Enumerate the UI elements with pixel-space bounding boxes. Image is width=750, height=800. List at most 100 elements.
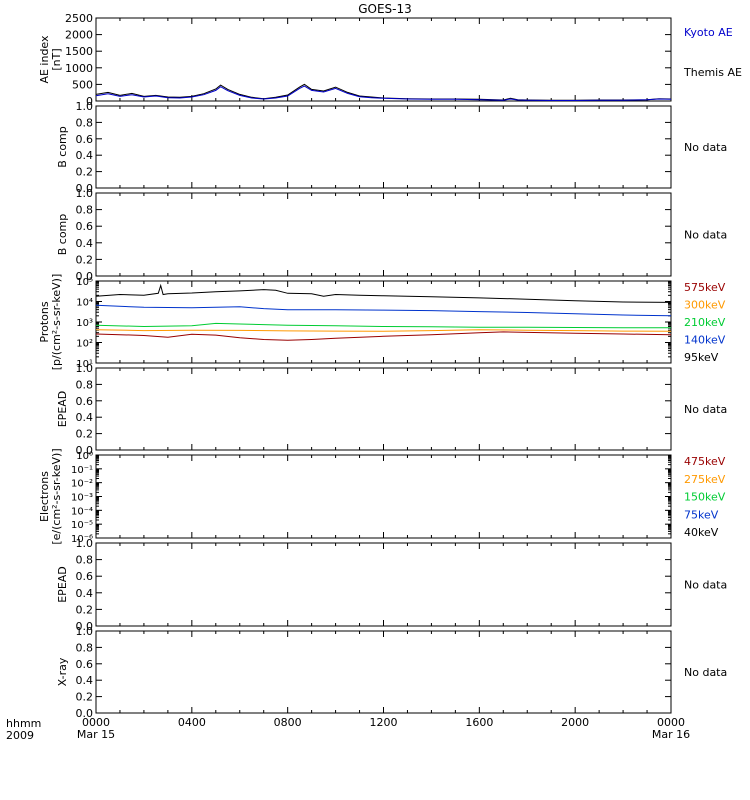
epead2-right-label: No data — [684, 579, 727, 592]
epead2-frame — [95, 542, 672, 627]
electrons-ytick-label: 10⁻⁶ — [71, 534, 93, 545]
protons-ytick-label: 10² — [76, 339, 93, 350]
epead2-ytick-label: 1.0 — [76, 537, 94, 550]
epead2-ytick-label: 0.0 — [76, 620, 94, 633]
electrons-right-label: 275keV — [684, 473, 726, 486]
bcomp2-ylabel: B comp — [56, 214, 69, 256]
ae-series-kyoto-ae — [95, 85, 672, 101]
epead1-ytick-label: 0.6 — [76, 395, 94, 408]
electrons-right-label: 40keV — [684, 526, 719, 539]
electrons-ytick-label: 10⁻¹ — [71, 465, 93, 476]
epead2-ytick-label: 0.4 — [76, 587, 94, 600]
ae-ytick-label: 0 — [86, 95, 93, 108]
epead1-ytick-label: 0.2 — [76, 428, 94, 441]
bcomp2-frame — [95, 192, 672, 277]
xray-ytick-label: 0.0 — [76, 707, 94, 720]
protons-ytick-label: 10¹ — [76, 359, 93, 370]
bcomp2-right-label: No data — [684, 229, 727, 242]
bcomp1-ytick-label: 1.0 — [76, 100, 94, 113]
epead2-ytick-label: 0.2 — [76, 603, 94, 616]
xray-ytick-label: 1.0 — [76, 625, 94, 638]
xray-ytick-label: 0.8 — [76, 641, 94, 654]
ae-frame — [95, 17, 672, 102]
xray-ytick-label: 0.4 — [76, 674, 94, 687]
xray-ytick-label: 0.6 — [76, 658, 94, 671]
electrons-frame — [95, 454, 672, 539]
electrons-ylabel: [e/(cm²-s-sr-keV)] — [50, 448, 63, 544]
electrons-ytick-label: 10⁻⁵ — [71, 520, 93, 531]
epead2-ytick-label: 0.8 — [76, 554, 94, 567]
protons-series-210kev — [95, 322, 672, 329]
electrons-right-label: 150keV — [684, 491, 726, 504]
protons-right-label: 575keV — [684, 281, 726, 294]
xray-ylabel: X-ray — [56, 657, 69, 686]
time-tick-label: 0000 — [82, 716, 110, 729]
protons-ytick-label: 10⁴ — [76, 298, 93, 309]
epead1-ytick-label: 0.0 — [76, 444, 94, 457]
ae-ytick-label: 500 — [72, 78, 93, 91]
time-tick-label: 1200 — [370, 716, 398, 729]
panel-bcomp1: 0.0 0.2 0.4 0.6 0.8 1.0 B comp No data — [56, 100, 727, 195]
ae-ylabel: AE index — [38, 35, 51, 84]
bcomp1-frame — [95, 105, 672, 189]
electrons-ytick-label: 10⁻³ — [71, 493, 93, 504]
time-axis-row2-label: 2009 — [6, 729, 34, 742]
protons-ylabel: [p/(cm²-s-sr-keV)] — [50, 274, 63, 371]
bcomp2-ytick-label: 1.0 — [76, 187, 94, 200]
panel-bcomp2: 0.0 0.2 0.4 0.6 0.8 1.0 B comp No data — [56, 187, 727, 283]
electrons-ytick-label: 10⁻² — [71, 479, 93, 490]
bcomp2-ytick-label: 0.8 — [76, 204, 94, 217]
epead1-frame — [95, 367, 672, 451]
panel-ae: 0 500 1000 1500 2000 2500 AE index [nT] Kyoto AE… — [38, 12, 742, 108]
protons-ytick-label: 10⁵ — [76, 277, 93, 288]
epead1-ytick-label: 0.8 — [76, 378, 94, 391]
bcomp1-ylabel: B comp — [56, 126, 69, 168]
epead2-ylabel: EPEAD — [56, 566, 69, 603]
epead1-ytick-label: 0.4 — [76, 411, 94, 424]
bcomp1-ytick-label: 0.4 — [76, 149, 94, 162]
ae-ylabel: [nT] — [50, 48, 63, 70]
epead2-ytick-label: 0.6 — [76, 570, 94, 583]
xray-ytick-label: 0.2 — [76, 691, 94, 704]
bcomp1-ytick-label: 0.2 — [76, 166, 94, 179]
protons-ylabel: Protons — [38, 301, 51, 342]
time-tick-label: 0400 — [178, 716, 206, 729]
ae-right-label: Themis AE — [683, 66, 742, 79]
protons-right-label: 210keV — [684, 316, 726, 329]
panels: 0 500 1000 1500 2000 2500 AE index [nT] Kyoto AE… — [38, 12, 742, 720]
ae-ytick-label: 2000 — [65, 29, 93, 42]
epead1-ytick-label: 1.0 — [76, 362, 94, 375]
bcomp1-right-label: No data — [684, 141, 727, 154]
bcomp1-ytick-label: 0.6 — [76, 133, 94, 146]
date-label: Mar 15 — [77, 728, 115, 741]
time-axis-row1-label: hhmm — [6, 717, 41, 730]
xray-right-label: No data — [684, 666, 727, 679]
protons-series-95kev — [95, 283, 672, 303]
time-tick-label: 0000 — [657, 716, 685, 729]
ae-right-label: Kyoto AE — [684, 26, 733, 39]
protons-right-label: 140keV — [684, 334, 726, 347]
bcomp1-ytick-label: 0.8 — [76, 116, 94, 129]
time-tick-label: 0800 — [274, 716, 302, 729]
time-tick-label: 1600 — [465, 716, 493, 729]
bcomp2-ytick-label: 0.2 — [76, 253, 94, 266]
bcomp2-ytick-label: 0.0 — [76, 270, 94, 283]
protons-ytick-label: 10³ — [76, 318, 93, 329]
bcomp2-ytick-label: 0.4 — [76, 237, 94, 250]
ae-ytick-label: 1500 — [65, 45, 93, 58]
panel-epead1: 0.0 0.2 0.4 0.6 0.8 1.0 EPEAD No data — [56, 362, 727, 457]
ae-ytick-label: 2500 — [65, 12, 93, 25]
electrons-right-label: 75keV — [684, 508, 719, 521]
time-axis: hhmm 2009 0000 0400 0800 1200 1600 2000 0000Ma… — [6, 716, 690, 742]
bcomp1-ytick-label: 0.0 — [76, 182, 94, 195]
panel-protons: 10¹ 10² 10³ 10⁴ 10⁵ Protons [p/(cm²-s-sr-keV)]… — [38, 274, 726, 371]
electrons-ylabel: Electrons — [38, 471, 51, 522]
electrons-ytick-label: 10⁰ — [76, 451, 93, 462]
protons-series-140kev — [95, 304, 672, 317]
protons-series-300kev — [95, 329, 672, 332]
ae-ytick-label: 1000 — [65, 62, 93, 75]
epead1-ylabel: EPEAD — [56, 391, 69, 428]
panel-xray: 0.0 0.2 0.4 0.6 0.8 1.0 X-ray No data — [56, 625, 727, 720]
electrons-right-label: 475keV — [684, 455, 726, 468]
